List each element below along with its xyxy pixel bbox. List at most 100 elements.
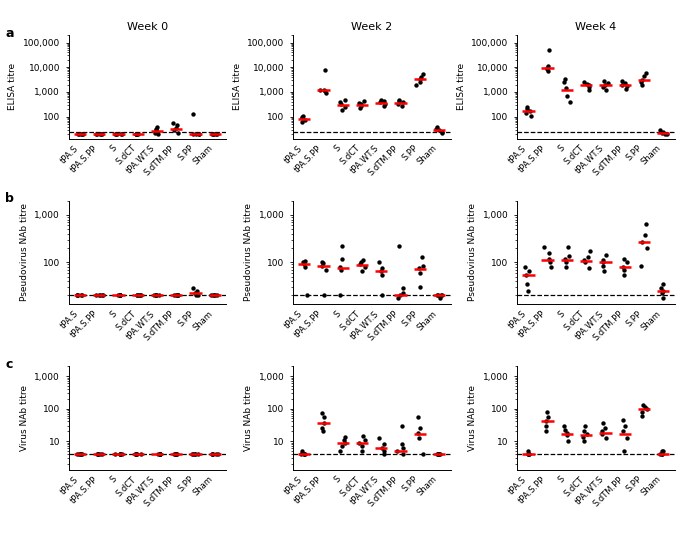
Point [579,437,590,445]
Point [173,291,184,300]
Point [640,219,651,228]
Point [212,450,223,458]
Point [359,97,370,105]
Point [95,130,105,138]
Point [187,284,198,293]
Point [560,74,571,83]
Point [116,450,127,458]
Point [151,291,162,300]
Point [337,442,348,450]
Point [636,80,647,89]
Point [598,419,609,428]
Point [73,291,84,300]
Point [559,426,570,434]
Point [336,242,347,251]
Point [523,447,534,455]
Point [603,79,614,87]
Point [584,83,595,91]
Point [521,270,532,279]
Point [617,415,628,424]
Point [92,450,103,458]
Point [397,289,408,298]
Point [545,258,556,267]
Point [561,84,572,93]
Point [414,75,425,84]
Point [97,291,108,300]
Point [169,291,179,300]
Point [299,260,310,269]
Point [582,80,593,89]
Point [297,113,308,122]
Point [622,258,633,267]
Point [658,127,669,136]
Point [168,119,179,127]
Point [149,291,160,300]
Point [355,104,366,112]
Point [657,129,668,137]
Point [154,450,165,458]
Point [359,435,370,444]
Title: Week 2: Week 2 [351,22,393,31]
Point [191,130,202,138]
Point [111,130,122,138]
Point [397,421,408,430]
Point [642,244,653,252]
Point [656,289,667,298]
Y-axis label: Pseudovirus NAb titre: Pseudovirus NAb titre [20,204,29,301]
Text: b: b [5,192,14,205]
Point [90,291,101,300]
Y-axis label: Pseudovirus NAb titre: Pseudovirus NAb titre [469,204,477,301]
Point [417,450,428,458]
Point [579,78,590,86]
Point [411,80,422,89]
Point [522,104,533,113]
Point [132,130,143,138]
Y-axis label: ELISA titre: ELISA titre [8,63,17,110]
Point [434,450,445,458]
Point [298,258,309,267]
Point [544,255,555,264]
Y-axis label: Virus NAb titre: Virus NAb titre [469,385,477,451]
Point [95,130,106,138]
Point [115,291,126,300]
Point [376,270,387,279]
Point [435,293,446,302]
Point [542,64,553,72]
Title: Week 4: Week 4 [575,22,616,31]
Point [617,427,628,436]
Point [392,447,403,455]
Point [601,251,612,260]
Point [656,284,667,293]
Y-axis label: ELISA titre: ELISA titre [232,63,242,110]
Point [193,450,204,458]
Point [657,447,668,455]
Point [132,291,142,300]
Point [658,286,669,295]
Point [540,417,551,426]
Point [132,450,142,458]
Point [151,291,162,300]
Point [187,450,198,458]
Point [563,437,574,445]
Point [436,291,447,300]
Point [90,130,101,138]
Point [336,106,347,114]
Point [77,450,88,458]
Point [522,103,533,112]
Point [190,291,201,300]
Point [318,259,329,268]
Point [436,129,447,137]
Point [619,447,630,455]
Point [334,447,345,455]
Point [580,421,591,430]
Point [431,291,442,300]
Point [597,261,608,270]
Point [619,265,630,274]
Point [171,121,182,130]
Point [340,433,351,442]
Point [539,242,550,251]
Point [582,253,593,261]
Point [172,291,183,300]
Point [212,130,223,138]
Point [562,428,573,437]
